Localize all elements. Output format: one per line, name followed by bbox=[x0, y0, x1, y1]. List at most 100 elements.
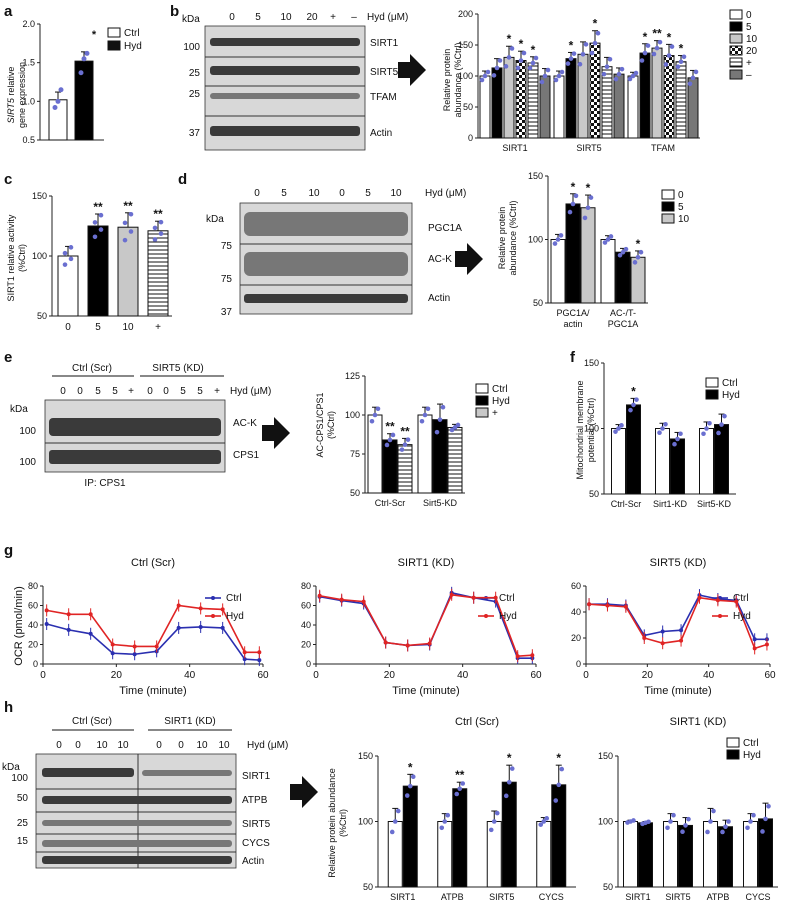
b-dot-1-5-2 bbox=[619, 66, 625, 72]
b-bar-2-5 bbox=[687, 77, 699, 139]
h0-bar-2-1 bbox=[501, 781, 517, 888]
b-bar-0-0 bbox=[479, 75, 491, 139]
d-legend-label-2: 10 bbox=[678, 214, 690, 225]
b-dot-1-1-1 bbox=[568, 56, 574, 61]
c-star-1: ** bbox=[93, 200, 103, 214]
h-lane-0: 0 bbox=[56, 740, 62, 751]
h0-star-1-1: ** bbox=[455, 768, 465, 782]
h-band-sirt1-ctrl bbox=[42, 768, 134, 777]
f-dot-1-0-0 bbox=[657, 430, 662, 435]
d-ytick-label-1: 100 bbox=[528, 235, 543, 245]
h0-dot-1-1-0 bbox=[454, 791, 460, 797]
d-dot-1-2-0 bbox=[632, 260, 638, 265]
h-unit: Hyd (μM) bbox=[247, 740, 288, 751]
h1-bar-0-1 bbox=[638, 822, 653, 888]
b-lane-1: 5 bbox=[255, 12, 261, 23]
g1-xlabel: Time (minute) bbox=[392, 685, 459, 697]
d-ylabel: Relative protein bbox=[497, 207, 507, 270]
d-dot-0-0-1 bbox=[555, 237, 561, 242]
h1-dot-2-1-0 bbox=[720, 829, 725, 835]
e-band-cps1 bbox=[49, 450, 221, 464]
b-xcat-1-0: SIRT5 bbox=[576, 143, 601, 153]
b-star-0-4: * bbox=[531, 43, 536, 57]
b-legend-swatch-2 bbox=[729, 33, 743, 44]
g0-pt-1-1 bbox=[66, 612, 71, 617]
f-bar-0-0 bbox=[611, 428, 626, 495]
c-ylabel: SIRT1 relative activity bbox=[6, 214, 16, 301]
d-band-pgc1a bbox=[244, 212, 408, 236]
b-dot-0-1-0 bbox=[491, 73, 497, 78]
h-band-label-sirt1: SIRT1 bbox=[242, 771, 271, 782]
h0-dot-2-1-1 bbox=[506, 779, 512, 785]
b-marker-25b: 25 bbox=[189, 89, 201, 100]
d-dot-0-0-0 bbox=[552, 241, 558, 246]
b-dot-2-5-1 bbox=[690, 75, 696, 81]
c-dot-2-0 bbox=[122, 237, 128, 243]
g1-pt-1-7 bbox=[471, 595, 476, 600]
b-dot-0-4-2 bbox=[533, 55, 539, 61]
b-dot-0-0-0 bbox=[479, 77, 485, 83]
d-marker-75a: 75 bbox=[221, 241, 233, 252]
e-arrow-icon bbox=[262, 417, 290, 449]
d-unit: Hyd (μM) bbox=[425, 188, 466, 199]
g2-pt-1-7 bbox=[715, 598, 720, 603]
h1-xcat-0-0: SIRT1 bbox=[625, 892, 650, 902]
g0-pt-0-7 bbox=[198, 624, 203, 629]
g2-xlabel: Time (minute) bbox=[644, 685, 711, 697]
h1-dot-2-1-1 bbox=[723, 824, 728, 830]
g2-legend-label-1: Hyd bbox=[733, 611, 751, 622]
a-legend: Ctrl Hyd bbox=[107, 27, 142, 52]
e-lane-1: 0 bbox=[77, 386, 83, 397]
f-bar-1-0 bbox=[655, 428, 670, 495]
b-band-label-tfam: TFAM bbox=[370, 92, 397, 103]
h-lane-3: 10 bbox=[117, 740, 129, 751]
e-legend-swatch-1 bbox=[475, 395, 489, 406]
f-legend-label-1: Hyd bbox=[722, 390, 740, 401]
d-band-ack bbox=[244, 252, 408, 276]
e-star-0-1: ** bbox=[385, 420, 395, 434]
b-ytick-label-1: 50 bbox=[463, 102, 473, 112]
b-dot-0-1-1 bbox=[494, 65, 500, 71]
f-ytick-label-0: 50 bbox=[589, 489, 599, 499]
e-legend-label-2: + bbox=[492, 408, 498, 419]
d-legend-swatch-1 bbox=[661, 201, 675, 212]
g2-pt-0-4 bbox=[660, 629, 665, 634]
e-lane-8: 5 bbox=[197, 386, 203, 397]
b-band-tfam bbox=[210, 93, 360, 99]
g0-legend-label-0: Ctrl bbox=[226, 593, 242, 604]
g0-pt-0-0 bbox=[44, 622, 49, 627]
c-dot-3-3 bbox=[158, 219, 164, 225]
c-dot-0-0 bbox=[62, 262, 68, 267]
b-bar-0-3 bbox=[515, 60, 527, 139]
g2-pt-1-6 bbox=[697, 595, 702, 600]
panel-label-g: g bbox=[4, 542, 13, 559]
b-bar-0-2 bbox=[503, 56, 515, 139]
g2-pt-1-9 bbox=[752, 646, 757, 651]
h0-xcat-3-0: CYCS bbox=[539, 892, 564, 902]
c-bar-1 bbox=[87, 225, 109, 317]
g1-pt-1-9 bbox=[515, 654, 520, 659]
h0-title: Ctrl (Scr) bbox=[455, 716, 499, 728]
g0-xtick-label-0: 0 bbox=[40, 670, 46, 681]
b-dot-1-1-0 bbox=[565, 61, 571, 66]
b-dot-1-4-0 bbox=[601, 71, 607, 77]
b-marker-100: 100 bbox=[183, 42, 200, 53]
f-ytick-label-1: 100 bbox=[584, 424, 599, 434]
f-dot-1-1-1 bbox=[675, 436, 680, 442]
b-bar-2-1 bbox=[639, 52, 651, 139]
b-dot-2-3-1 bbox=[666, 53, 672, 58]
h1-bar-1-1 bbox=[678, 824, 693, 888]
g2-pt-1-1 bbox=[605, 603, 610, 608]
h-lane-6: 10 bbox=[196, 740, 208, 751]
e-dot-1-1-0 bbox=[434, 429, 440, 435]
c-star-2: ** bbox=[123, 199, 133, 213]
g1-ytick-label-1: 20 bbox=[301, 640, 311, 650]
g0-xtick-label-1: 20 bbox=[111, 670, 123, 681]
e-dot-1-2-2 bbox=[455, 422, 461, 428]
g2-pt-0-5 bbox=[679, 628, 684, 633]
f-ytick-label-2: 150 bbox=[584, 358, 599, 368]
h-ylabel-2: (%Ctrl) bbox=[338, 809, 348, 837]
d-star-1-2: * bbox=[636, 237, 641, 251]
d-dot-0-2-2 bbox=[588, 195, 594, 200]
d-dot-0-1-1 bbox=[570, 201, 576, 207]
